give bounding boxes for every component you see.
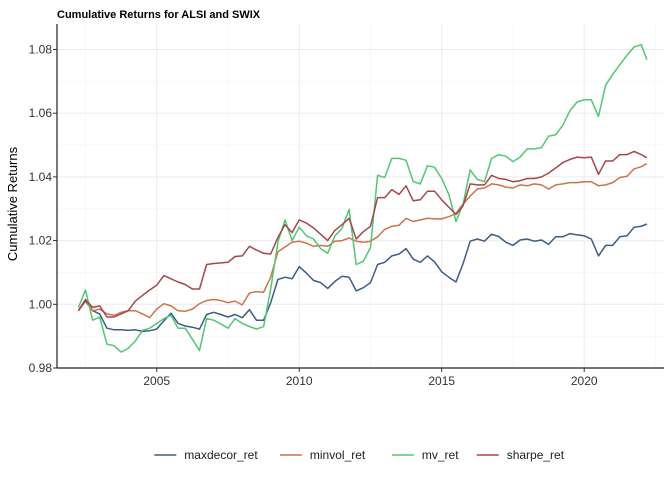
x-tick-label: 2015	[428, 374, 455, 388]
series-line-maxdecor-ret	[77, 223, 648, 333]
chart-legend: maxdecor_ret minvol_ret mv_ret sharpe_ret	[154, 448, 565, 462]
series-line-mv-ret	[77, 43, 648, 353]
legend-label-maxdecor-ret: maxdecor_ret	[184, 448, 258, 462]
x-tick-label: 2005	[143, 374, 170, 388]
chart-series-layer	[77, 43, 648, 353]
y-tick-label: 1.06	[29, 106, 53, 120]
y-tick-label: 0.98	[29, 361, 53, 375]
legend-label-mv-ret: mv_ret	[422, 448, 459, 462]
y-tick-label: 1.00	[29, 297, 53, 311]
y-tick-label: 1.02	[29, 234, 53, 248]
series-line-sharpe-ret	[77, 150, 648, 318]
y-tick-label: 1.04	[29, 170, 53, 184]
y-axis-label: Cumulative Returns	[5, 146, 20, 261]
chart-title: Cumulative Returns for ALSI and SWIX	[57, 9, 261, 21]
series-line-minvol-ret	[77, 162, 648, 319]
chart-axes: 0.98 1.00 1.02 1.04 1.06 1.08 2005 2010 2015 2020	[29, 24, 664, 388]
x-tick-label: 2010	[286, 374, 313, 388]
legend-label-sharpe-ret: sharpe_ret	[507, 448, 565, 462]
y-tick-label: 1.08	[29, 42, 53, 56]
legend-label-minvol-ret: minvol_ret	[310, 448, 366, 462]
x-tick-label: 2020	[571, 374, 598, 388]
